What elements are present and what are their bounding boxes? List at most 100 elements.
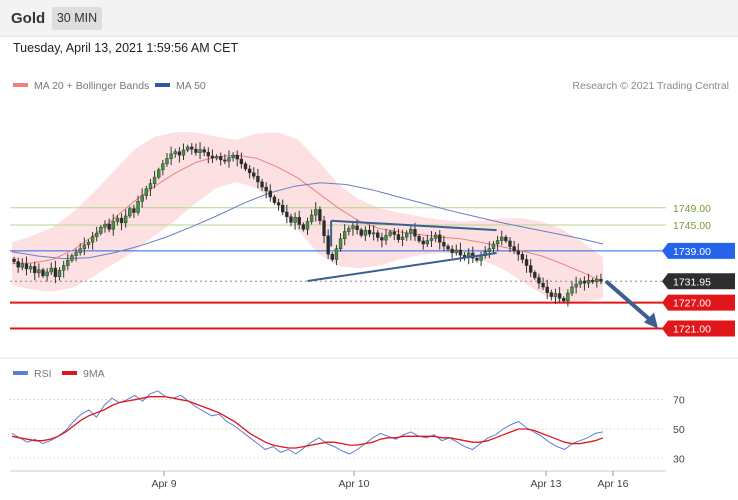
candle: [90, 231, 95, 250]
candle-body: [347, 228, 351, 232]
candle: [537, 273, 541, 289]
candle-body: [289, 216, 293, 223]
candle: [590, 278, 595, 285]
candle-body: [293, 216, 297, 223]
candle: [400, 229, 405, 247]
candle-body: [219, 156, 223, 161]
candle-body: [103, 223, 107, 228]
candle-body: [545, 286, 549, 293]
candle-body: [132, 208, 136, 213]
candle-body: [86, 241, 91, 246]
ma20-swatch: [13, 83, 28, 88]
rsi-level-label: 30: [673, 453, 685, 465]
candle: [429, 231, 434, 247]
rsi-ma-swatch: [62, 371, 77, 376]
candle: [256, 168, 260, 189]
candle-body: [256, 176, 260, 183]
candle: [293, 212, 297, 230]
candle-body: [123, 215, 128, 224]
candle: [487, 241, 492, 259]
rsi-series-RSI: [11, 390, 604, 455]
candle: [433, 231, 438, 243]
candle-body: [181, 149, 186, 156]
candle-body: [413, 229, 417, 237]
candle-body: [70, 255, 74, 261]
candle: [376, 229, 380, 242]
candle-body: [260, 181, 264, 188]
candle: [260, 178, 264, 191]
price-tag-text: 1749.00: [673, 203, 711, 215]
candle-body: [24, 263, 29, 270]
candle-body: [359, 229, 363, 236]
candle-body: [272, 196, 277, 203]
candle: [318, 206, 322, 225]
candle: [157, 167, 161, 180]
price-tag-text: 1727.00: [673, 298, 711, 310]
candle-body: [305, 221, 310, 230]
candle-body: [119, 217, 124, 224]
price-tag-bg: [662, 294, 735, 311]
candle: [599, 273, 603, 285]
candle: [247, 165, 252, 179]
candle: [190, 143, 194, 155]
candle-body: [107, 223, 111, 230]
candle-body: [157, 169, 161, 178]
candle-body: [562, 298, 566, 302]
candle: [165, 153, 169, 167]
candle-body: [318, 209, 322, 221]
rsi-level-label: 50: [673, 424, 685, 436]
candle: [227, 150, 231, 168]
candle-body: [516, 250, 520, 255]
rsi-ma-legend-label: 9MA: [83, 368, 105, 380]
candle: [574, 276, 578, 294]
candle: [363, 226, 368, 241]
candle: [57, 267, 62, 281]
candle-body: [586, 279, 591, 284]
candle: [508, 237, 512, 253]
candle: [338, 233, 343, 252]
price-tag-text: 1721.00: [673, 323, 711, 335]
rsi-level-label: 70: [673, 395, 685, 407]
price-tag-1749.00: 1749.00: [673, 203, 711, 215]
candle: [198, 142, 202, 160]
candle: [243, 161, 248, 172]
candle-body: [82, 244, 87, 249]
candle-body: [487, 248, 492, 252]
candle-body: [95, 232, 99, 237]
candle: [500, 230, 504, 246]
candle-body: [206, 151, 211, 157]
candle: [595, 275, 599, 288]
candle-body: [198, 149, 202, 153]
candle: [425, 234, 430, 247]
ma50-swatch: [155, 83, 170, 88]
candle-body: [384, 235, 388, 241]
x-tick-label: Apr 9: [151, 478, 176, 490]
candle: [438, 230, 442, 250]
price-tag-1739.00: 1739.00: [662, 242, 735, 259]
candle: [301, 222, 306, 232]
candle-body: [61, 265, 66, 271]
candle-body: [330, 254, 334, 260]
candle-body: [111, 221, 115, 230]
candle: [417, 234, 421, 244]
candle: [549, 289, 554, 301]
candle: [37, 263, 41, 278]
candle-body: [570, 286, 574, 294]
candle-body: [16, 261, 20, 268]
candle: [524, 254, 529, 273]
candle-body: [177, 151, 182, 156]
rsi-series-9MA: [11, 396, 604, 449]
candle: [491, 240, 496, 253]
candle: [181, 143, 186, 160]
candle-body: [553, 293, 558, 297]
candle-body: [90, 236, 95, 243]
candle-body: [136, 201, 140, 213]
candle-body: [28, 266, 33, 270]
candle: [169, 146, 173, 166]
candle: [582, 276, 587, 291]
candle: [128, 206, 132, 219]
timeframe-badge[interactable]: 30 MIN: [52, 7, 102, 30]
candle-body: [285, 211, 289, 218]
candle: [512, 240, 516, 254]
